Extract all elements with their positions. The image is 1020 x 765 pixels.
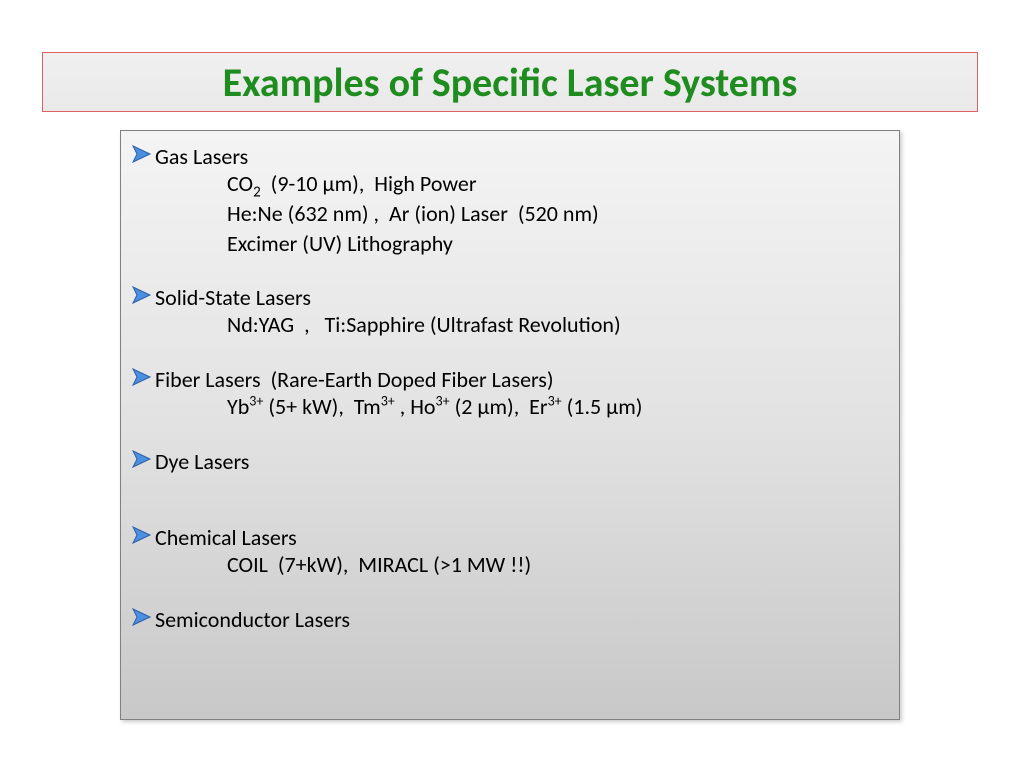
bullet-arrow-icon xyxy=(131,524,155,546)
bullet-arrow-icon xyxy=(131,143,155,165)
sub-list: CO2 (9-10 μm), High PowerHe:Ne (632 nm) … xyxy=(131,169,889,258)
spacer xyxy=(131,346,889,366)
category-label: Semiconductor Lasers xyxy=(155,606,350,632)
sub-item: He:Ne (632 nm) , Ar (ion) Laser (520 nm) xyxy=(227,199,889,229)
content-box: Gas LasersCO2 (9-10 μm), High PowerHe:Ne… xyxy=(120,130,900,720)
category-label: Solid-State Lasers xyxy=(155,284,311,310)
category-row: Chemical Lasers xyxy=(131,524,889,550)
category-label: Chemical Lasers xyxy=(155,524,297,550)
sub-item: Yb3+ (5+ kW), Tm3+ , Ho3+ (2 μm), Er3+ (… xyxy=(227,392,889,422)
spacer xyxy=(131,428,889,448)
bullet-arrow-icon xyxy=(131,606,155,628)
category-row: Semiconductor Lasers xyxy=(131,606,889,632)
sub-list: COIL (7+kW), MIRACL (>1 MW !!) xyxy=(131,550,889,580)
bullet-arrow-icon xyxy=(131,448,155,470)
spacer xyxy=(131,586,889,606)
category-row: Fiber Lasers (Rare-Earth Doped Fiber Las… xyxy=(131,366,889,392)
sub-item: Excimer (UV) Lithography xyxy=(227,229,889,259)
category-label: Dye Lasers xyxy=(155,448,249,474)
bullet-arrow-icon xyxy=(131,366,155,388)
category-row: Gas Lasers xyxy=(131,143,889,169)
category-label: Fiber Lasers (Rare-Earth Doped Fiber Las… xyxy=(155,366,554,392)
sub-item: Nd:YAG , Ti:Sapphire (Ultrafast Revoluti… xyxy=(227,310,889,340)
bullet-arrow-icon xyxy=(131,284,155,306)
sub-list: Yb3+ (5+ kW), Tm3+ , Ho3+ (2 μm), Er3+ (… xyxy=(131,392,889,422)
page-title: Examples of Specific Laser Systems xyxy=(223,58,798,107)
sub-item: CO2 (9-10 μm), High Power xyxy=(227,169,889,199)
sub-list: Nd:YAG , Ti:Sapphire (Ultrafast Revoluti… xyxy=(131,310,889,340)
spacer xyxy=(131,474,889,524)
category-row: Dye Lasers xyxy=(131,448,889,474)
spacer xyxy=(131,264,889,284)
sub-item: COIL (7+kW), MIRACL (>1 MW !!) xyxy=(227,550,889,580)
category-label: Gas Lasers xyxy=(155,143,248,169)
category-row: Solid-State Lasers xyxy=(131,284,889,310)
title-box: Examples of Specific Laser Systems xyxy=(42,52,978,112)
